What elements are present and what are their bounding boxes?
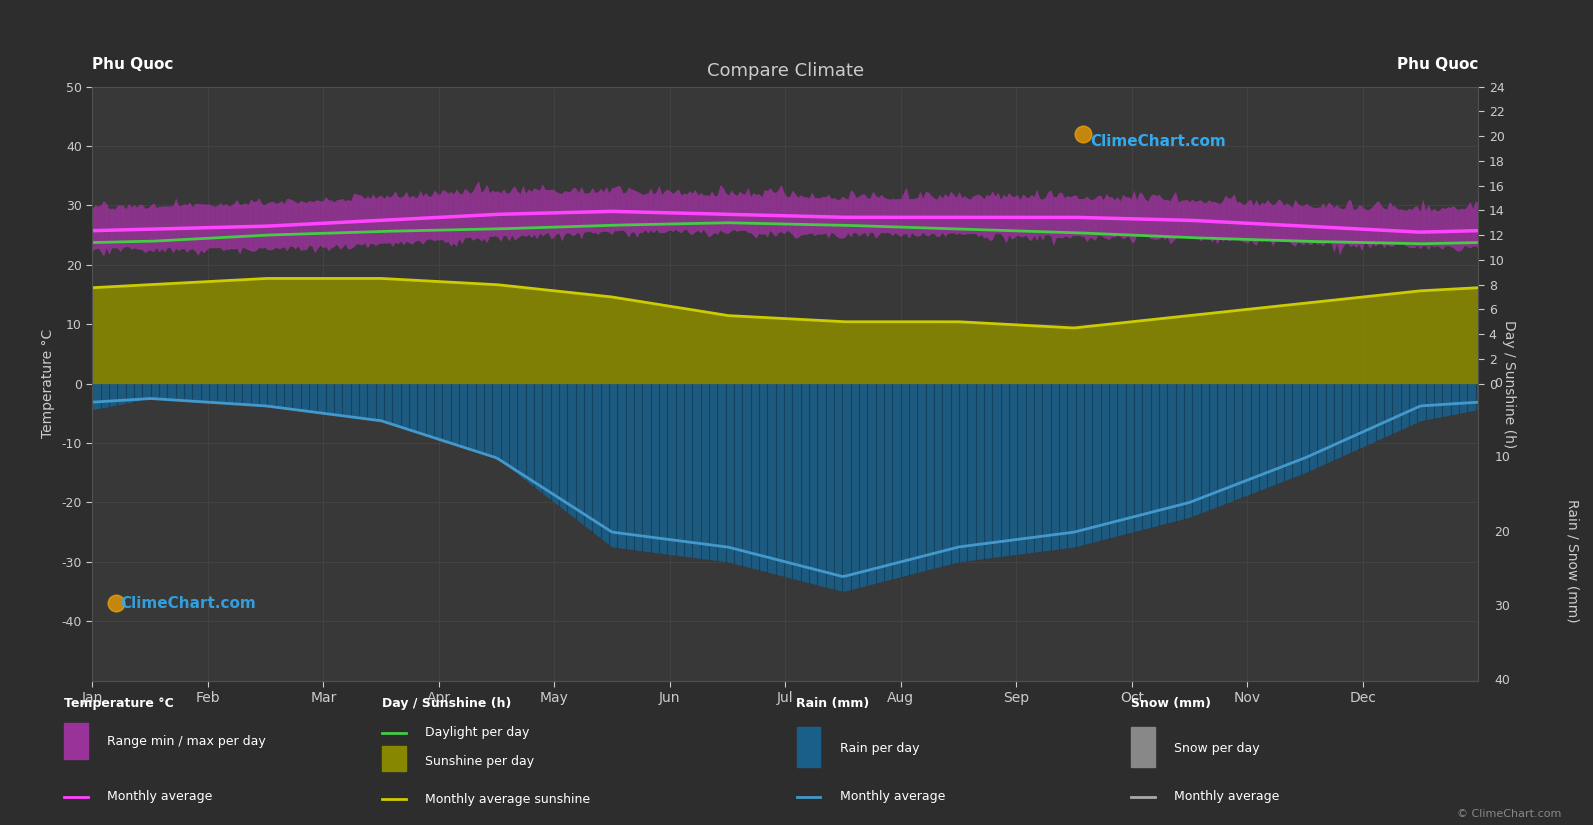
Text: Daylight per day: Daylight per day <box>425 727 530 739</box>
Text: Snow (mm): Snow (mm) <box>1131 697 1211 710</box>
Text: Phu Quoc: Phu Quoc <box>1397 57 1478 72</box>
Title: Compare Climate: Compare Climate <box>707 62 863 79</box>
Text: Range min / max per day: Range min / max per day <box>107 735 266 748</box>
Text: Day / Sunshine (h): Day / Sunshine (h) <box>382 697 511 710</box>
Bar <box>382 746 406 771</box>
Text: 30: 30 <box>1494 600 1510 613</box>
Text: Phu Quoc: Phu Quoc <box>92 57 174 72</box>
Text: ClimeChart.com: ClimeChart.com <box>119 596 256 610</box>
Text: ClimeChart.com: ClimeChart.com <box>1090 134 1227 149</box>
Text: Rain per day: Rain per day <box>840 742 919 755</box>
Text: 0: 0 <box>1494 377 1502 390</box>
Text: Temperature °C: Temperature °C <box>64 697 174 710</box>
Text: Snow per day: Snow per day <box>1174 742 1260 755</box>
Bar <box>1131 727 1155 767</box>
Text: Monthly average: Monthly average <box>840 790 945 804</box>
Text: 10: 10 <box>1494 451 1510 464</box>
Text: 20: 20 <box>1494 526 1510 539</box>
Y-axis label: Day / Sunshine (h): Day / Sunshine (h) <box>1502 319 1515 448</box>
Text: Sunshine per day: Sunshine per day <box>425 755 535 767</box>
Text: Monthly average: Monthly average <box>1174 790 1279 804</box>
Bar <box>796 727 820 767</box>
Text: Rain (mm): Rain (mm) <box>796 697 870 710</box>
Text: Monthly average: Monthly average <box>107 790 212 804</box>
Text: 40: 40 <box>1494 674 1510 687</box>
Text: © ClimeChart.com: © ClimeChart.com <box>1456 808 1561 818</box>
Bar <box>64 723 88 758</box>
Text: Monthly average sunshine: Monthly average sunshine <box>425 793 591 806</box>
Y-axis label: Temperature °C: Temperature °C <box>41 329 54 438</box>
Text: Rain / Snow (mm): Rain / Snow (mm) <box>1566 499 1579 623</box>
